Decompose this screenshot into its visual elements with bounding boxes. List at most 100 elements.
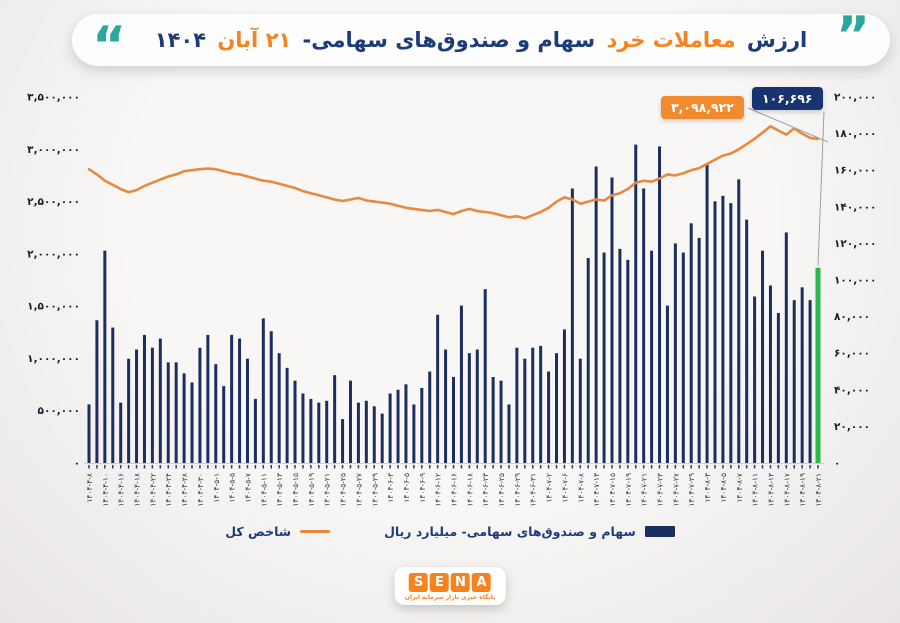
bar [570, 188, 574, 463]
x-tick [270, 465, 272, 469]
bar [555, 353, 559, 463]
x-axis-label: ۱۴۰۴-۶-۳۱ [529, 473, 538, 507]
x-tick [167, 465, 169, 469]
x-tick [325, 465, 328, 469]
title-part-retail: معاملات خرد [606, 28, 736, 52]
x-axis-label: ۱۴۰۴-۵-۷ [243, 473, 252, 503]
closing-quote-icon: ” [835, 6, 870, 66]
x-tick [215, 465, 217, 469]
x-axis-label: ۱۴۰۴-۴-۳۰ [196, 473, 205, 507]
x-axis-label: ۱۴۰۴-۸-۱۱ [751, 473, 760, 507]
x-axis-label: ۱۴۰۴-۵-۲۹ [370, 473, 379, 507]
bar [539, 345, 543, 463]
x-tick [405, 465, 407, 469]
bar [610, 177, 614, 463]
x-axis-label: ۱۴۰۴-۵-۲۷ [354, 473, 363, 507]
bar [238, 338, 242, 463]
x-tick [508, 465, 510, 469]
x-tick [777, 465, 780, 469]
x-tick [341, 465, 344, 469]
x-axis-label: ۱۴۰۴-۷-۲۷ [671, 473, 680, 507]
bar [491, 376, 495, 463]
y-axis-left-label: ۵۰۰,۰۰۰ [38, 405, 80, 417]
x-axis-label: ۱۴۰۴-۶-۲۵ [497, 473, 506, 507]
x-tick [706, 465, 708, 469]
x-tick [222, 465, 225, 469]
x-tick [175, 465, 177, 469]
bar [245, 358, 249, 463]
x-axis-label: ۱۴۰۴-۶-۹ [418, 473, 427, 503]
bar [341, 419, 345, 463]
x-tick [650, 465, 653, 469]
index-line [87, 125, 820, 220]
x-tick [143, 465, 146, 469]
bar [364, 400, 368, 463]
bar [729, 203, 733, 463]
bar [658, 146, 662, 463]
highlighted-last-bar [815, 267, 821, 463]
x-axis-label: ۱۴۰۴-۶-۳ [386, 473, 395, 503]
bar [380, 413, 384, 463]
x-axis-label: ۱۴۰۴-۵-۲۵ [339, 473, 348, 507]
x-tick [753, 465, 756, 469]
bar [277, 353, 281, 463]
x-axis-label: ۱۴۰۴-۶-۱۲ [434, 473, 443, 507]
bar [317, 402, 321, 463]
x-tick [730, 465, 732, 469]
x-tick [310, 465, 312, 469]
x-axis-label: ۱۴۰۴-۷-۱۵ [608, 473, 617, 507]
x-tick [444, 465, 447, 469]
bar [404, 384, 408, 463]
x-tick [547, 465, 550, 469]
x-axis-label: ۱۴۰۴-۴-۱۶ [117, 473, 126, 507]
x-axis-label: ۱۴۰۴-۴-۲۲ [148, 473, 157, 507]
x-tick [531, 465, 534, 469]
x-tick [199, 465, 201, 469]
bar [396, 389, 400, 463]
bar [436, 314, 440, 463]
legend-label-bars: سهام و صندوق‌های سهامی- میلیارد ریال [384, 524, 636, 539]
bar [111, 327, 115, 463]
x-axis-label: ۱۴۰۴-۷-۶ [560, 473, 569, 503]
x-tick [104, 465, 106, 469]
x-tick [627, 465, 629, 469]
x-tick [539, 465, 542, 469]
bar [547, 371, 551, 463]
bar [135, 349, 139, 463]
x-tick [238, 465, 241, 469]
y-axis-left-label: ۱,۵۰۰,۰۰۰ [27, 301, 80, 313]
bar [166, 362, 170, 463]
title-part-year: ۱۴۰۴ [154, 28, 207, 52]
bar [293, 380, 297, 463]
x-tick [365, 465, 368, 469]
bar [198, 347, 202, 463]
bar [776, 312, 780, 463]
x-tick [373, 465, 376, 469]
x-axis-label: ۱۴۰۴-۸-۳ [703, 473, 712, 503]
bar [531, 347, 535, 463]
x-tick [413, 465, 415, 469]
bar [444, 349, 448, 463]
x-tick [682, 465, 685, 469]
bar [784, 232, 788, 463]
x-tick [492, 465, 494, 469]
index-callout-connector [747, 107, 829, 143]
bar [356, 402, 360, 463]
bar [673, 243, 677, 463]
x-axis-label: ۱۴۰۴-۷-۲۹ [687, 473, 696, 507]
x-tick [436, 465, 439, 469]
x-tick [207, 465, 209, 469]
x-tick [349, 465, 352, 469]
x-tick [761, 465, 764, 469]
bar [301, 393, 305, 463]
x-axis-label: ۱۴۰۴-۵-۲۱ [323, 473, 332, 507]
x-tick [112, 465, 114, 469]
x-tick [428, 465, 431, 469]
bar [808, 300, 812, 463]
x-axis-label: ۱۴۰۴-۴-۱۸ [133, 473, 142, 507]
x-tick [278, 465, 280, 469]
bar [348, 380, 352, 463]
y-axis-left-label: ۳,۰۰۰,۰۰۰ [27, 144, 80, 156]
